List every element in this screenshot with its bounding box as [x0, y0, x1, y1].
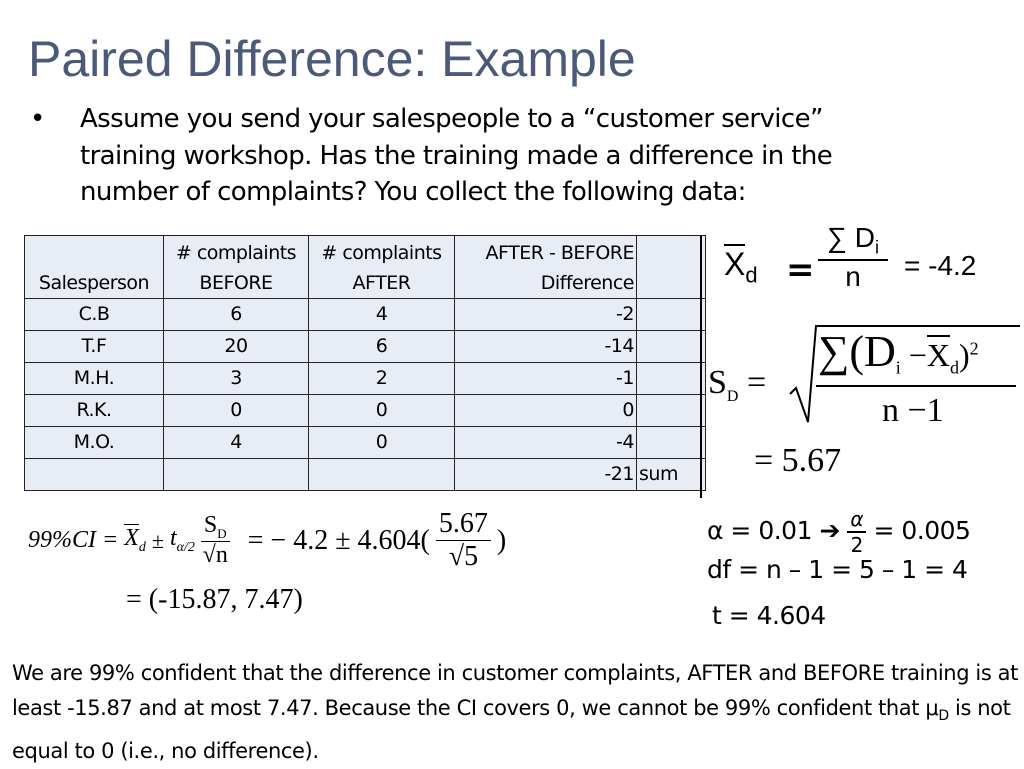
sd-lhs: SD =	[708, 364, 767, 405]
table-cell: -2	[454, 298, 637, 331]
table-row: C.B 6 4 -2	[24, 298, 706, 331]
table-cell: 6	[308, 330, 455, 363]
mean-result: = -4.2	[904, 250, 977, 281]
table-cell: M.O.	[24, 426, 164, 459]
table-row: M.O. 4 0 -4	[24, 426, 706, 459]
bullet-line: number of complaints? You collect the fo…	[80, 177, 746, 207]
ci-formula: 99%CI = Xd ± tα/2 SD √n = − 4.2 ± 4.604( …	[28, 508, 507, 572]
sqrt-icon	[789, 325, 1020, 423]
ci-result: = (-15.87, 7.47)	[126, 584, 303, 615]
df-line: df = n – 1 = 5 – 1 = 4	[707, 555, 968, 584]
bullet-icon: •	[30, 104, 46, 134]
slide-title: Paired Difference: Example	[28, 31, 636, 87]
table-cell	[308, 458, 455, 491]
table-cell: 2	[308, 362, 455, 395]
table-row: T.F 20 6 -14	[24, 330, 706, 363]
sd-result: = 5.67	[754, 442, 842, 479]
table-cell: R.K.	[24, 394, 164, 427]
table-cell: 0	[308, 426, 455, 459]
table-cell: -14	[454, 330, 637, 363]
table-cell: C.B	[24, 298, 164, 331]
header-empty	[636, 235, 706, 299]
equals-sign: =	[786, 250, 815, 290]
conclusion-text: We are 99% confident that the difference…	[12, 661, 1018, 764]
table-cell: 6	[163, 298, 309, 331]
bullet-line: training workshop. Has the training made…	[80, 141, 833, 171]
table-cell: sum	[636, 458, 706, 491]
table-cell: 4	[308, 298, 455, 331]
table-cell: 20	[163, 330, 309, 363]
header-before: # complaints BEFORE	[163, 235, 309, 299]
arrow-right-icon: ➔	[819, 516, 840, 545]
table-row: R.K. 0 0 0	[24, 394, 706, 427]
table-cell	[636, 330, 706, 363]
table-cell: -21	[454, 458, 637, 491]
table-cell	[636, 426, 706, 459]
mean-fraction: ∑ Di n	[818, 222, 888, 293]
table-cell: T.F	[24, 330, 164, 363]
header-after: # complaints AFTER	[308, 235, 455, 299]
table-header-row: Salesperson # complaints BEFORE # complai…	[24, 235, 706, 299]
mean-formula: Xd	[724, 244, 758, 288]
sd-denominator: n −1	[882, 392, 944, 429]
table-row: -21 sum	[24, 458, 706, 491]
table-cell: 0	[454, 394, 637, 427]
table-cell	[636, 362, 706, 395]
table-cell: 4	[163, 426, 309, 459]
table-cell: 0	[163, 394, 309, 427]
table-cell: 0	[308, 394, 455, 427]
table-cell: M.H.	[24, 362, 164, 395]
table-cell: -4	[454, 426, 637, 459]
data-table: Salesperson # complaints BEFORE # complai…	[24, 235, 706, 491]
bullet-line: Assume you send your salespeople to a “c…	[80, 104, 823, 134]
table-cell	[163, 458, 309, 491]
table-cell	[24, 458, 164, 491]
t-value: t = 4.604	[712, 601, 826, 630]
table-cell	[636, 298, 706, 331]
header-salesperson: Salesperson	[24, 235, 164, 299]
table-cell: -1	[454, 362, 637, 395]
sd-numerator: ∑(Di −Xd)2	[818, 327, 979, 378]
divider	[700, 236, 702, 498]
table-cell: 3	[163, 362, 309, 395]
header-difference: AFTER - BEFORE Difference	[454, 235, 637, 299]
table-row: M.H. 3 2 -1	[24, 362, 706, 395]
table-cell	[636, 394, 706, 427]
